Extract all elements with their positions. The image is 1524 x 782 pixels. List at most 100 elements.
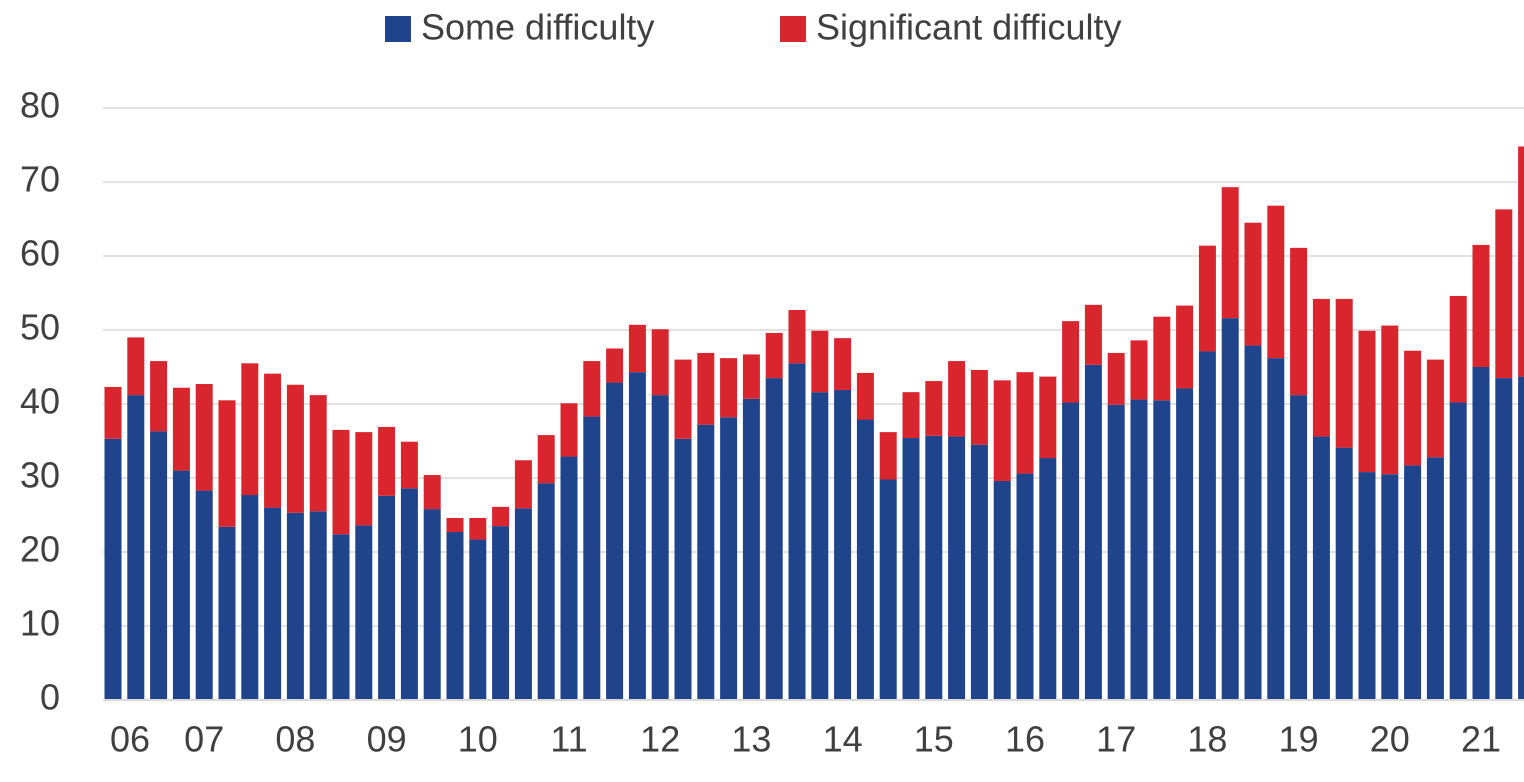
bar-segment [925,381,943,436]
bar-segment [423,475,441,510]
x-tick-label: 13 [731,719,771,760]
bar-segment [674,438,692,700]
bar-segment [286,384,304,513]
bar-segment [1518,376,1524,700]
bar-segment [1449,295,1467,403]
bar-segment [628,324,646,373]
bar-segment [1084,364,1102,700]
x-tick-label: 18 [1187,719,1227,760]
y-tick-label: 80 [20,85,60,126]
y-tick-label: 60 [20,233,60,274]
y-tick-label: 40 [20,381,60,422]
bar-segment [1358,472,1376,700]
bar-segment [446,532,464,700]
bar-segment [970,369,988,445]
bar-segment [1426,359,1444,458]
bar-segment [537,483,555,700]
x-tick-label: 14 [823,719,863,760]
x-tick-label: 21 [1461,719,1501,760]
bar-segment [1267,205,1285,359]
bar-segment [1039,458,1057,700]
bar-segment [856,372,874,420]
bar-segment [788,363,806,700]
bar-segment [1084,304,1102,365]
bar-segment [1107,352,1125,405]
bar-segment [1130,340,1148,400]
bar-segment [1244,222,1262,346]
legend-label: Significant difficulty [816,7,1122,48]
bar-segment [742,398,760,700]
bar-segment [309,395,327,512]
bar-segment [765,332,783,379]
bar-segment [1290,247,1308,396]
x-tick-label: 20 [1370,719,1410,760]
bar-segment [742,354,760,399]
bar-segment [1198,245,1216,352]
bar-segment [856,419,874,700]
bar-segment [1153,316,1171,401]
x-tick-label: 09 [367,719,407,760]
bar-segment [811,392,829,700]
y-tick-label: 20 [20,529,60,570]
x-tick-label: 12 [640,719,680,760]
x-tick-label: 10 [458,719,498,760]
bar-segment [127,395,145,700]
bar-segment [1404,465,1422,700]
bar-segment [993,380,1011,481]
bar-segment [811,330,829,393]
bar-segment [1381,325,1399,475]
bar-segment [172,470,190,700]
bar-segment [150,431,168,700]
bar-segment [560,403,578,457]
bar-segment [492,526,510,700]
bar-segment [1176,388,1194,700]
bar-segment [1176,305,1194,389]
bar-segment [1107,404,1125,700]
bar-segment [1153,400,1171,700]
bar-segment [423,509,441,700]
bar-segment [1518,146,1524,377]
bar-segment [1472,244,1490,367]
bar-segment [970,444,988,700]
bar-segment [697,424,715,700]
bar-segment [948,361,966,437]
bar-segment [514,508,532,700]
bar-segment [446,517,464,533]
legend-swatch [780,16,806,42]
bar-segment [651,329,669,396]
bar-segment [104,438,122,700]
bar-segment [1449,402,1467,700]
x-tick-label: 08 [275,719,315,760]
bar-segment [355,432,373,526]
bar-segment [1404,350,1422,466]
bar-segment [1221,187,1239,319]
y-tick-label: 30 [20,455,60,496]
bar-segment [1426,457,1444,700]
bar-segment [1312,436,1330,700]
bar-segment [514,460,532,509]
bar-segment [1016,473,1034,700]
bar-segment [241,363,259,496]
bar-segment [355,525,373,700]
bar-segment [583,416,601,700]
x-tick-label: 06 [110,719,150,760]
bar-segment [104,386,122,439]
bar-segment [1290,395,1308,700]
bar-segment [1244,345,1262,700]
bar-segment [400,441,418,489]
bar-segment [720,358,738,418]
bar-segment [606,348,624,383]
bar-segment [993,480,1011,700]
bar-segment [469,539,487,700]
bar-segment [834,389,852,700]
bar-segment [1472,367,1490,700]
bar-segment [400,488,418,700]
bar-segment [697,352,715,425]
bar-segment [560,456,578,700]
bar-segment [628,372,646,700]
bar-segment [218,400,236,527]
bar-segment [606,382,624,700]
bar-segment [264,373,282,508]
bar-segment [834,338,852,390]
